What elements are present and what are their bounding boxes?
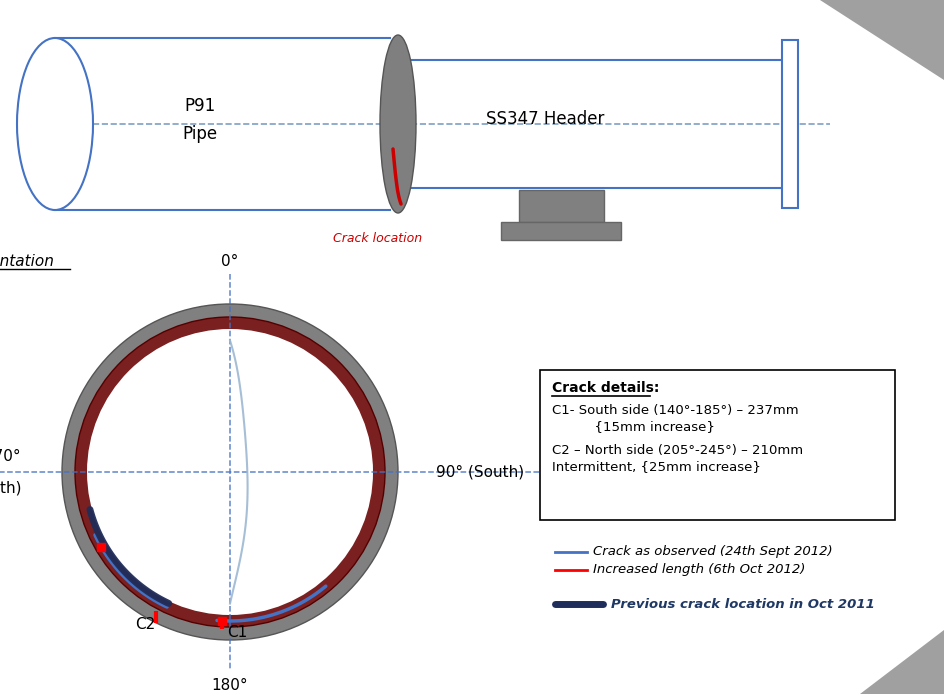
Bar bbox=[501, 222, 621, 240]
Bar bbox=[519, 190, 604, 222]
Polygon shape bbox=[820, 0, 944, 80]
Text: Intermittent, {25mm increase}: Intermittent, {25mm increase} bbox=[552, 461, 761, 473]
Text: Crack orientation: Crack orientation bbox=[0, 254, 54, 269]
Text: 180°: 180° bbox=[211, 678, 248, 693]
Text: C1: C1 bbox=[227, 625, 247, 641]
Polygon shape bbox=[860, 630, 944, 694]
Text: 270°: 270° bbox=[0, 449, 22, 464]
Ellipse shape bbox=[380, 35, 416, 213]
Text: C2 – North side (205°-245°) – 210mm: C2 – North side (205°-245°) – 210mm bbox=[552, 443, 803, 457]
Text: C2: C2 bbox=[135, 617, 155, 632]
Ellipse shape bbox=[62, 304, 398, 640]
Text: SS347 Header: SS347 Header bbox=[486, 110, 604, 128]
Text: Pipe: Pipe bbox=[182, 125, 217, 143]
Text: 90° (South): 90° (South) bbox=[436, 464, 524, 480]
Bar bbox=[782, 40, 798, 208]
Text: C1- South side (140°-185°) – 237mm: C1- South side (140°-185°) – 237mm bbox=[552, 403, 799, 416]
Text: Crack as observed (24th Sept 2012): Crack as observed (24th Sept 2012) bbox=[593, 545, 833, 559]
Bar bbox=[540, 370, 895, 520]
Text: Crack location: Crack location bbox=[333, 232, 423, 245]
Text: Previous crack location in Oct 2011: Previous crack location in Oct 2011 bbox=[611, 598, 875, 611]
Text: {15mm increase}: {15mm increase} bbox=[552, 421, 715, 434]
Text: Increased length (6th Oct 2012): Increased length (6th Oct 2012) bbox=[593, 564, 805, 577]
Ellipse shape bbox=[17, 38, 93, 210]
Ellipse shape bbox=[87, 329, 373, 615]
Text: 0°: 0° bbox=[221, 254, 239, 269]
Text: P91: P91 bbox=[184, 97, 215, 115]
Ellipse shape bbox=[75, 317, 385, 627]
Text: Crack details:: Crack details: bbox=[552, 381, 659, 395]
Text: (North): (North) bbox=[0, 480, 22, 495]
